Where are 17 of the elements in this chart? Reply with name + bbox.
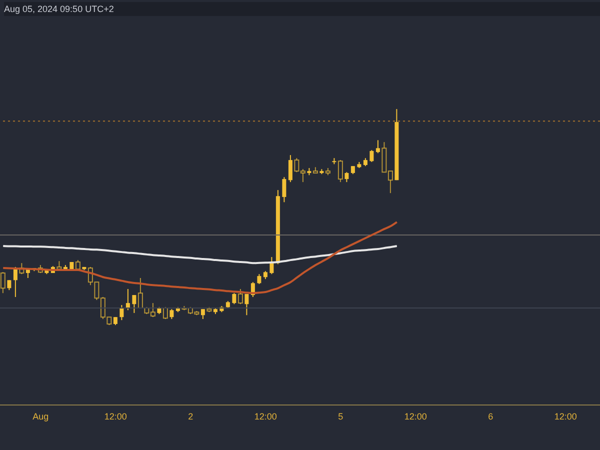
x-tick-label: 12:00 <box>254 411 277 422</box>
x-tick-label: 12:00 <box>404 411 427 422</box>
x-tick-label: 2 <box>188 411 194 422</box>
candlestick <box>282 176 286 203</box>
candlestick <box>257 274 262 285</box>
x-tick-label: Aug <box>32 411 49 422</box>
candlestick <box>126 288 130 311</box>
chart-title: Aug 05, 2024 09:50 UTC+2 <box>4 2 600 16</box>
candlestick <box>270 256 274 275</box>
candlestick <box>132 294 136 314</box>
x-tick-label: 5 <box>338 411 344 422</box>
x-tick-label: 6 <box>488 411 494 422</box>
candlestick <box>232 292 236 305</box>
x-tick-label: 12:00 <box>104 411 127 422</box>
candlestick <box>370 150 374 162</box>
candlestick <box>120 304 124 321</box>
x-tick-label: 12:00 <box>554 411 577 422</box>
